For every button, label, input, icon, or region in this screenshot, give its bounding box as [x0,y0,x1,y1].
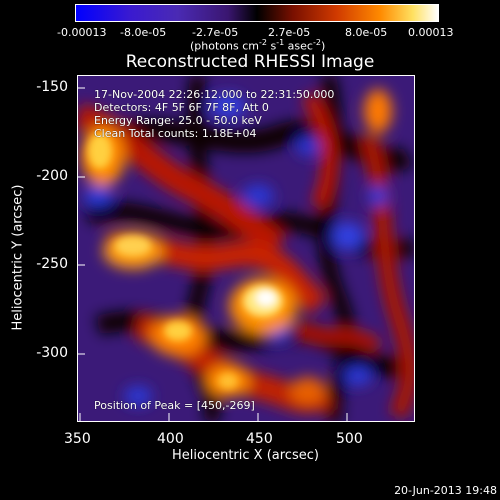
info-peak-position: Position of Peak = [450,-269] [94,399,255,412]
y-tick-label: -150 [36,79,68,95]
y-axis-title: Heliocentric Y (arcsec) [10,184,26,331]
rhessi-image-plot: 17-Nov-2004 22:26:12.000 to 22:31:50.000… [77,75,415,422]
info-energy-range: Energy Range: 25.0 - 50.0 keV [94,114,262,127]
rhessi-image [78,76,414,421]
info-time-range: 17-Nov-2004 22:26:12.000 to 22:31:50.000 [94,88,335,101]
colorbar [75,4,439,22]
x-tick-label: 500 [336,431,363,447]
colorbar-tick: 2.7e-05 [268,26,311,39]
x-axis-title: Heliocentric X (arcsec) [172,448,319,463]
info-detectors: Detectors: 4F 5F 6F 7F 8F, Att 0 [94,101,269,114]
x-tick-label: 400 [157,431,184,447]
colorbar-tick: 8.0e-05 [345,26,388,39]
y-tick-label: -200 [36,168,68,184]
x-tick-label: 350 [64,431,91,447]
colorbar-tick: 0.00013 [408,26,454,39]
y-tick-label: -250 [36,256,68,272]
colorbar-tick: -2.7e-05 [192,26,239,39]
colorbar-tick: -8.0e-05 [120,26,167,39]
x-tick-label: 450 [246,431,273,447]
info-clean-counts: Clean Total counts: 1.18E+04 [94,127,257,140]
colorbar-units: (photons cm-2 s-1 asec-2) [190,38,326,53]
y-tick-label: -300 [36,345,68,361]
colorbar-tick: -0.00013 [57,26,107,39]
plot-title: Reconstructed RHESSI Image [125,52,375,72]
bright-cores [88,133,283,389]
timestamp-footer: 20-Jun-2013 19:48 [394,484,497,497]
